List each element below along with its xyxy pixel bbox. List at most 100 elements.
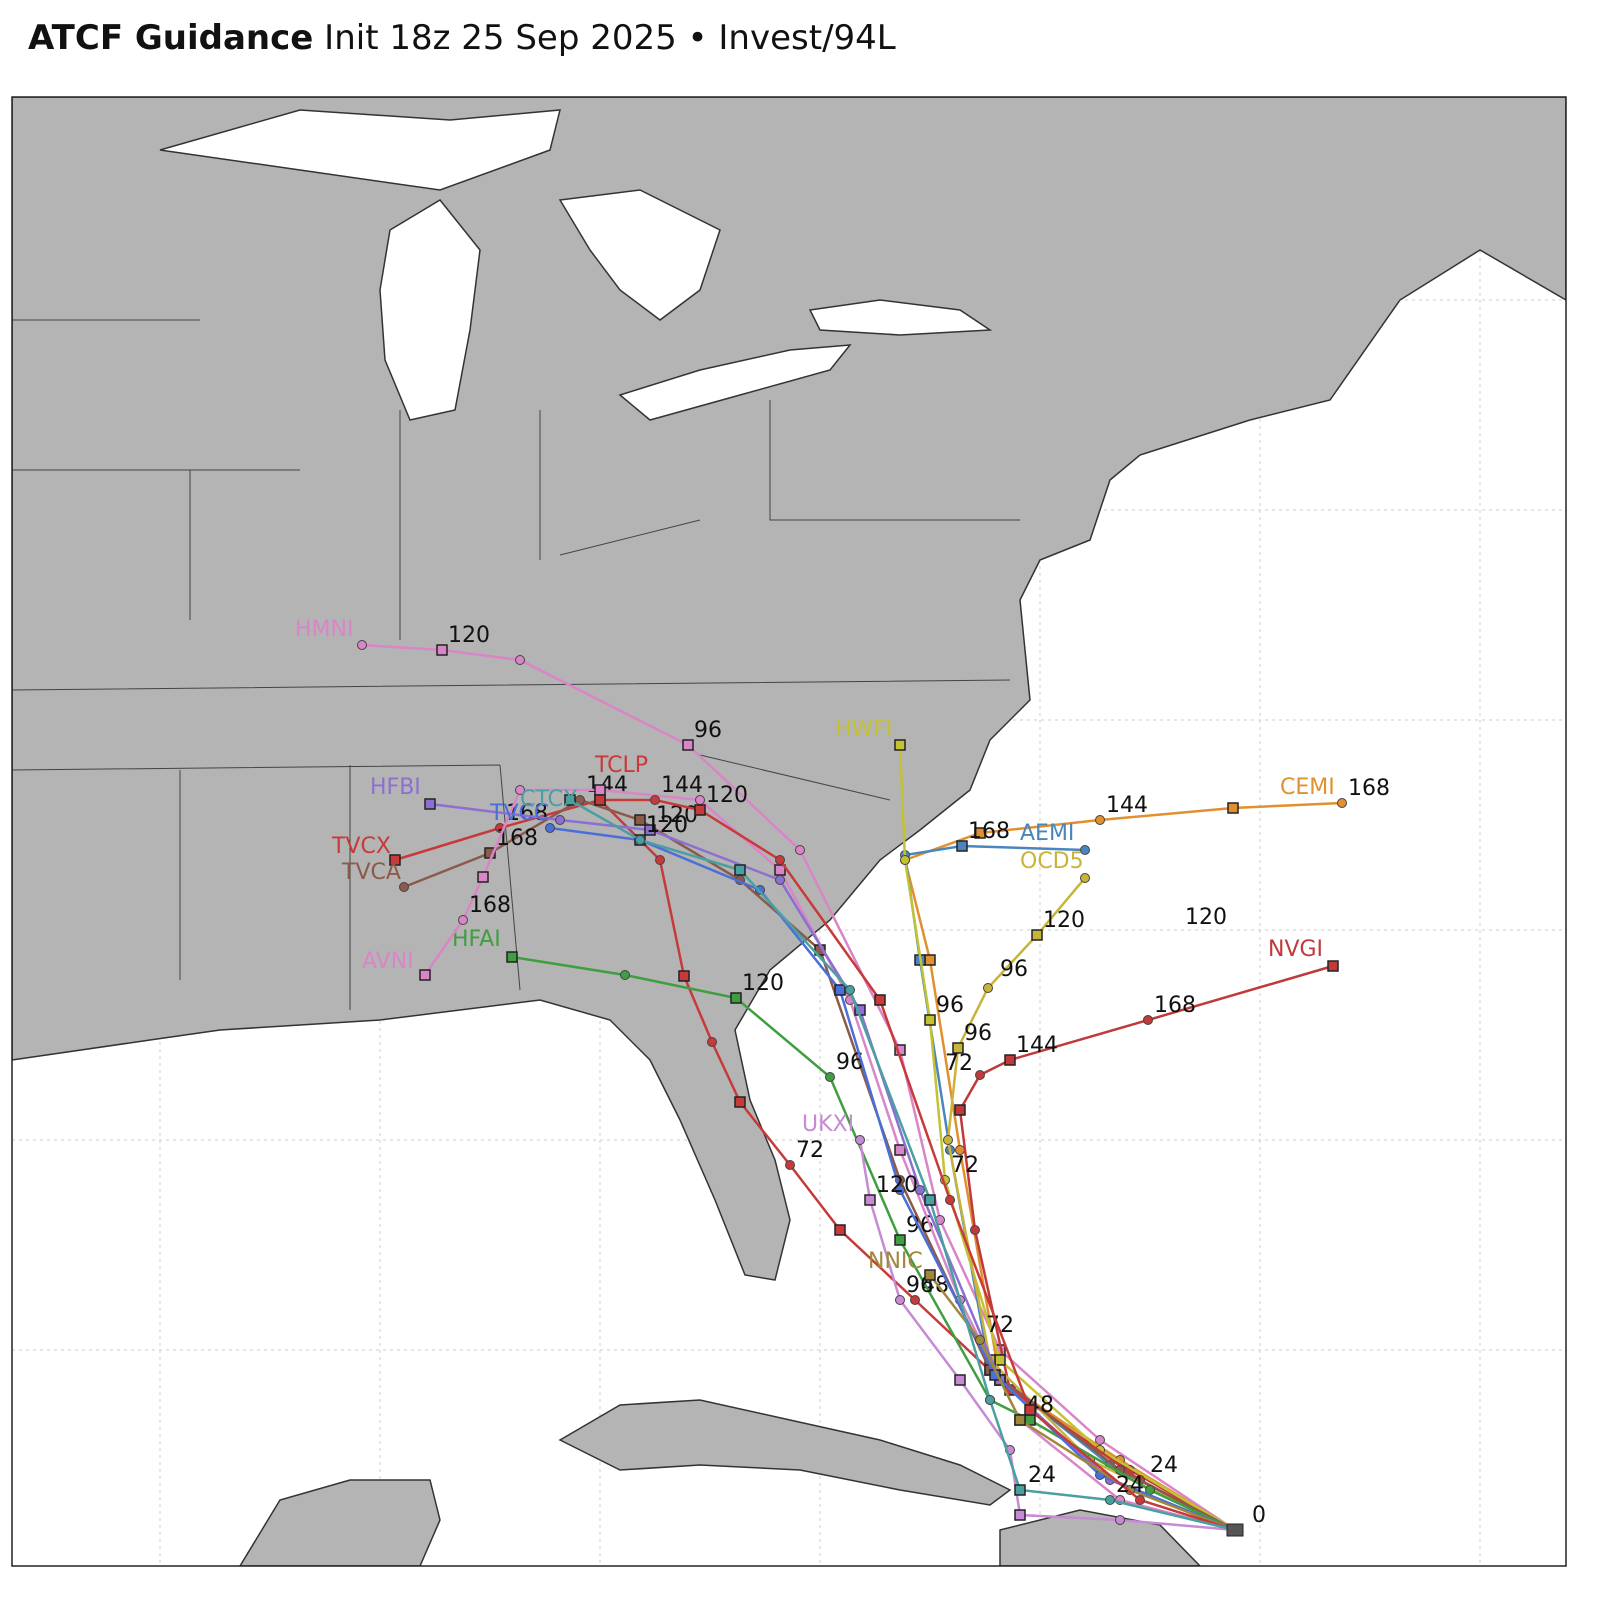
track-point [1143,1015,1153,1025]
hour-label: 72 [796,1138,824,1163]
track-point [419,969,431,981]
borders [12,319,1020,1010]
model-name: OCD5 [1020,849,1084,874]
model-name: HFBI [370,775,421,800]
track-point [845,985,855,995]
track-point [506,951,518,963]
hour-label: 144 [661,773,703,798]
track-point [834,984,846,996]
track-point [975,1070,985,1080]
track-point [924,1194,936,1206]
track-point [1095,815,1105,825]
hour-label: 120 [876,1173,918,1198]
hour-label: 168 [1348,776,1390,801]
track-point [707,1037,717,1047]
track-point [357,640,367,650]
hour-label: 0 [1252,1503,1266,1528]
model-name: TVCA [341,860,401,885]
track [858,1139,1236,1532]
track-point [825,1072,835,1082]
track-point [564,794,576,806]
track-point [1080,873,1090,883]
model-name: HFAI [452,927,501,952]
track-point [694,804,706,816]
track-point [924,954,936,966]
track-point [894,1144,906,1156]
track-point [985,1395,995,1405]
track-point [1031,929,1043,941]
track-point [1105,1495,1115,1505]
track-point [1135,1495,1145,1505]
track-point [389,854,401,866]
track-point [515,785,525,795]
hour-label: 168 [1154,993,1196,1018]
model-name: TCLP [594,753,648,778]
track-point [785,1160,795,1170]
track [946,877,1236,1532]
track-point [1014,1414,1026,1426]
subtitle: Init 18z 25 Sep 2025 • Invest/94L [324,18,896,58]
title: ATCF Guidance [28,18,314,58]
track-point [1226,1523,1244,1537]
track-point [975,1335,985,1345]
frame [11,96,1567,1567]
track-point [994,1354,1006,1366]
track-point [956,840,968,852]
hour-label: 24 [1116,1473,1144,1498]
track-point [515,655,525,665]
track-point [594,784,606,796]
hour-label: 96 [936,993,964,1018]
track-point [644,824,656,836]
track [903,844,1236,1532]
hour-label: 144 [1106,793,1148,818]
lakes [159,109,993,421]
hour-label: 96 [964,1021,992,1046]
track-point [894,1234,906,1246]
hour-label: 120 [646,813,688,838]
track-point [900,855,910,865]
track-point [678,970,690,982]
track-point [634,814,646,826]
track-point [734,864,746,876]
track-point [650,795,660,805]
track-point [775,875,785,885]
track-point [954,1104,966,1116]
hour-label: 168 [469,893,511,918]
header: ATCF Guidance Init 18z 25 Sep 2025 • Inv… [28,18,896,58]
track-point [895,1185,905,1195]
model-name: HWFI [835,717,892,742]
track-point [1337,798,1347,808]
hour-label: 120 [742,971,784,996]
track-point [915,1185,925,1195]
hour-label: 120 [706,783,748,808]
track-point [775,855,785,865]
track-point [974,827,986,839]
track-point [895,1295,905,1305]
track-point [399,882,409,892]
track-point [555,815,565,825]
model-name: UKXI [802,1112,854,1137]
track-point [1080,845,1090,855]
track-point [924,1269,936,1281]
track-point [1095,1435,1105,1445]
track-point [910,1295,920,1305]
hour-label: 24 [1028,1463,1056,1488]
track-point [458,915,468,925]
track-point [734,1096,746,1108]
hour-label: 144 [586,773,628,798]
hour-label: 96 [694,718,722,743]
track-point [1004,1054,1016,1066]
track-point [730,992,742,1004]
model-name: NVGI [1268,937,1323,962]
track [361,643,1236,1532]
model-name: AEMI [1020,821,1074,846]
track-point [894,739,906,751]
track-point [436,644,448,656]
track-point [1024,1404,1036,1416]
model-name: CTCX [520,787,578,812]
hour-label: 96 [1000,957,1028,982]
hour-label: 144 [1016,1033,1058,1058]
track-point [945,1195,955,1205]
hour-label: 24 [1150,1453,1178,1478]
